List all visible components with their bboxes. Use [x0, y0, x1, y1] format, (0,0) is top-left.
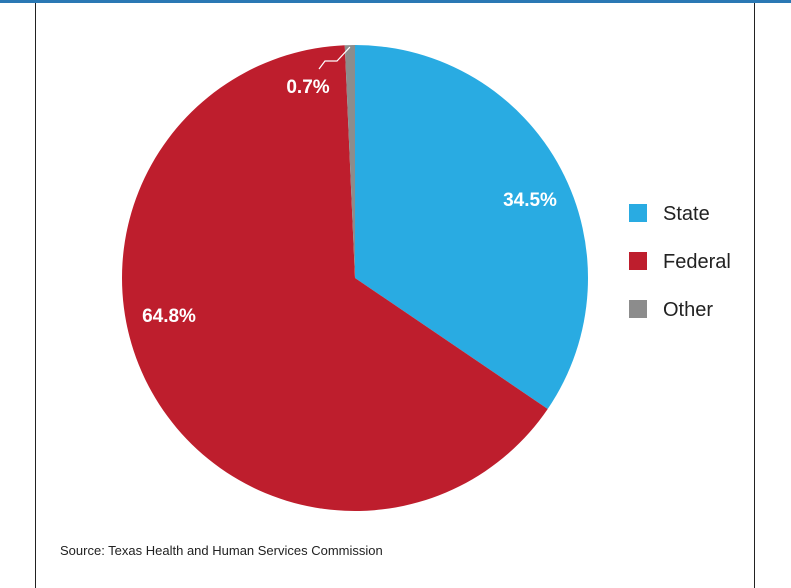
legend-label-federal: Federal — [663, 251, 731, 273]
frame-border-right — [754, 3, 755, 588]
legend-label-state: State — [663, 203, 710, 225]
callout-line-other — [318, 46, 351, 70]
slice-label-state: 34.5% — [503, 190, 557, 211]
legend-swatch-state — [629, 204, 647, 222]
pie-slices — [121, 45, 588, 512]
pie-slice-federal — [121, 45, 548, 512]
legend: State Federal Other — [629, 203, 731, 321]
slice-label-other: 0.7% — [286, 77, 329, 98]
legend-swatch-federal — [629, 252, 647, 270]
top-accent-rule — [0, 0, 791, 3]
pie-slice-state — [355, 45, 588, 409]
legend-label-other: Other — [663, 299, 713, 321]
pie-slice-other — [344, 45, 355, 278]
frame-border-left — [35, 3, 36, 588]
source-note: Source: Texas Health and Human Services … — [60, 543, 383, 558]
legend-swatch-other — [629, 300, 647, 318]
slice-label-federal: 64.8% — [142, 306, 196, 327]
slice-labels: 34.5% 64.8% 0.7% — [142, 46, 557, 327]
